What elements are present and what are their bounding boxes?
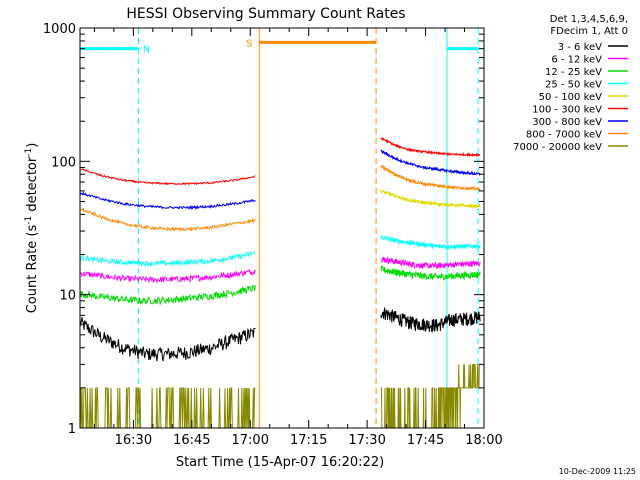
series-line: [380, 164, 481, 192]
series-line: [79, 317, 256, 362]
x-tick-label: 17:15: [290, 433, 327, 448]
legend-label: 12 - 25 keV: [545, 67, 602, 78]
legend: Det 1,3,4,5,6,9,FDecim 1, Att 0 3 - 6 keV…: [513, 14, 628, 153]
y-tick-label: 100: [51, 155, 76, 170]
series-line: [79, 251, 256, 268]
legend-label: 3 - 6 keV: [558, 42, 602, 53]
legend-label: 25 - 50 keV: [545, 80, 602, 91]
series-line: [380, 137, 481, 158]
legend-label: 6 - 12 keV: [551, 55, 602, 66]
legend-label: 800 - 7000 keV: [526, 130, 602, 141]
series-line: [79, 207, 256, 233]
y-axis-label-sup1: -1: [24, 216, 34, 225]
series-line: [79, 268, 256, 284]
series-line: [79, 284, 256, 306]
series-line: [380, 234, 481, 251]
legend-label: 100 - 300 keV: [532, 105, 602, 116]
legend-label: 50 - 100 keV: [539, 92, 603, 103]
y-axis-label-sup2: -1: [24, 148, 34, 157]
plot-frame: [79, 27, 485, 429]
marker-label: S: [246, 38, 252, 49]
y-tick-label: 1: [68, 422, 76, 437]
x-tick-label: 17:45: [407, 433, 444, 448]
marker-label: N: [143, 45, 150, 56]
x-tick-label: 18:00: [465, 433, 502, 448]
legend-header: FDecim 1, Att 0: [550, 26, 628, 37]
chart-title: HESSI Observing Summary Count Rates: [126, 6, 405, 22]
x-axis-label: Start Time (15-Apr-07 16:20:22): [176, 455, 384, 470]
series-line: [380, 363, 481, 429]
series-line: [380, 256, 481, 270]
axes: 16:30 16:45 17:00 17:15 17:30 17:45 18:00 1 10 10…: [43, 22, 503, 448]
y-tick-label: 10: [59, 289, 76, 304]
x-tick-label: 16:30: [115, 433, 152, 448]
series-line: [380, 188, 481, 210]
y-axis-label-main: Count Rate (s: [25, 225, 40, 314]
legend-label: 300 - 800 keV: [532, 117, 602, 128]
y-tick-label: 1000: [43, 22, 76, 37]
x-tick-label: 16:45: [173, 433, 210, 448]
x-tick-label: 17:00: [232, 433, 269, 448]
legend-header: Det 1,3,4,5,6,9,: [550, 14, 628, 25]
y-axis-label: Count Rate (s-1 detector-1): [24, 143, 40, 314]
y-axis-label-mid: detector: [25, 156, 40, 216]
series-line: [380, 149, 481, 177]
series-line: [380, 265, 481, 281]
legend-label: 7000 - 20000 keV: [513, 142, 602, 153]
series-line: [79, 191, 256, 210]
series-line: [79, 168, 256, 186]
footer-date: 10-Dec-2009 11:25: [559, 467, 636, 476]
plot-area: NS: [79, 28, 481, 429]
x-tick-label: 17:30: [348, 433, 385, 448]
series-line: [79, 387, 256, 429]
y-axis-label-end: ): [25, 143, 40, 148]
series-line: [380, 307, 481, 333]
